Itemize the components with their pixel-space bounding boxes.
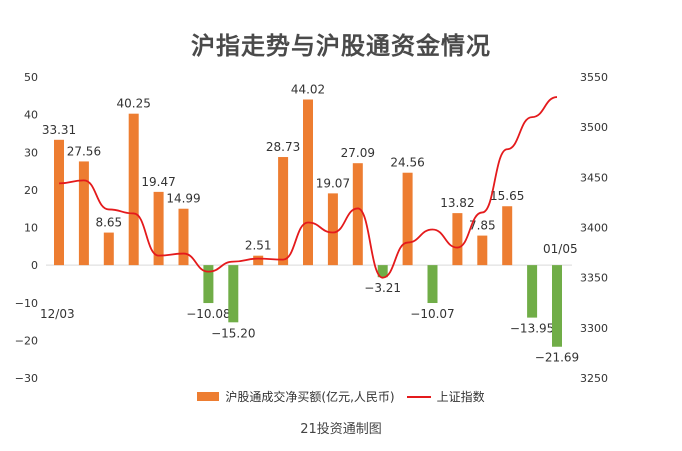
y-right-tick-label: 3250 xyxy=(580,372,608,385)
bar xyxy=(527,265,538,318)
bar-data-label: 7.85 xyxy=(469,219,496,233)
bar-data-label: 44.02 xyxy=(291,82,325,96)
legend-bar-label: 沪股通成交净买额(亿元,人民币) xyxy=(225,390,395,404)
y-left-tick-label: −30 xyxy=(15,372,38,385)
bar-data-label: −21.69 xyxy=(535,351,579,365)
legend-bar-swatch xyxy=(197,392,220,401)
bar xyxy=(427,265,438,304)
bar-data-label: −13.95 xyxy=(510,322,554,336)
y-left-tick-label: 50 xyxy=(24,71,38,84)
x-end-label: 01/05 xyxy=(543,242,578,256)
bar xyxy=(153,191,164,266)
bar-data-label: 14.99 xyxy=(166,192,200,206)
y-left-tick-label: 30 xyxy=(24,146,38,159)
bar-data-label: 8.65 xyxy=(95,216,122,230)
y-left-tick-label: 0 xyxy=(31,259,38,272)
y-left-tick-label: 20 xyxy=(24,184,38,197)
legend-line-swatch xyxy=(406,395,431,398)
bar xyxy=(103,232,114,266)
y-right-tick-label: 3550 xyxy=(580,71,608,84)
bar-data-label: 19.47 xyxy=(141,175,175,189)
bar-data-label: −10.08 xyxy=(186,307,230,321)
bar xyxy=(228,265,239,323)
bar xyxy=(477,235,488,266)
bar xyxy=(128,113,139,266)
legend-line-label: 上证指数 xyxy=(436,390,485,404)
bar xyxy=(327,193,338,266)
chart-title: 沪指走势与沪股通资金情况 xyxy=(191,32,491,60)
y-right-tick-label: 3300 xyxy=(580,322,608,335)
y-left-tick-label: 40 xyxy=(24,109,38,122)
y-right-tick-label: 3400 xyxy=(580,222,608,235)
y-right-tick-label: 3450 xyxy=(580,171,608,184)
chart-footer: 21投资通制图 xyxy=(300,422,382,437)
bar-data-label: 13.82 xyxy=(440,196,474,210)
bar xyxy=(78,161,89,266)
bar-data-label: −10.07 xyxy=(410,307,454,321)
bar-data-label: 19.07 xyxy=(316,176,350,190)
legend-item-line: 上证指数 xyxy=(406,388,485,405)
bar xyxy=(352,163,363,266)
y-left-tick-label: 10 xyxy=(24,222,38,235)
bar-data-label: 27.09 xyxy=(341,146,375,160)
bar xyxy=(278,157,289,266)
y-right-tick-label: 3500 xyxy=(580,121,608,134)
bar-data-label: 40.25 xyxy=(117,97,151,111)
bar-data-label: 27.56 xyxy=(67,144,101,158)
bar-data-label: 24.56 xyxy=(390,156,424,170)
y-right-tick-label: 3350 xyxy=(580,272,608,285)
bar-data-label: 2.51 xyxy=(245,239,272,253)
bar-data-label: −3.21 xyxy=(364,281,401,295)
bar-data-label: 28.73 xyxy=(266,140,300,154)
bar xyxy=(452,213,463,266)
bar xyxy=(253,255,264,266)
bar-data-label: −15.20 xyxy=(211,326,255,340)
bar xyxy=(303,99,313,266)
index-line xyxy=(58,96,558,279)
bar xyxy=(178,208,189,266)
bar xyxy=(552,265,562,347)
y-left-tick-label: −20 xyxy=(15,334,38,347)
bar-data-label: 33.31 xyxy=(42,123,76,137)
bar xyxy=(54,139,64,266)
legend-item-bar: 沪股通成交净买额(亿元,人民币) xyxy=(197,388,395,405)
bar xyxy=(402,172,413,266)
chart-legend: 沪股通成交净买额(亿元,人民币) 上证指数 xyxy=(0,388,682,405)
bar xyxy=(377,265,388,278)
bar-data-label: 15.65 xyxy=(490,189,524,203)
bar xyxy=(203,265,214,304)
bar xyxy=(502,206,513,266)
y-left-tick-label: −10 xyxy=(15,297,38,310)
x-start-label: 12/03 xyxy=(40,307,75,321)
